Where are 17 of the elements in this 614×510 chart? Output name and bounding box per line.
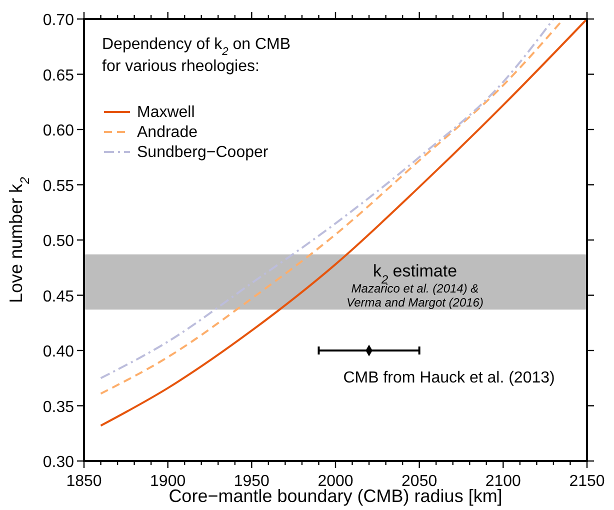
annotation: Verma and Margot (2016)	[346, 295, 484, 310]
y-tick-label: 0.30	[42, 454, 74, 471]
x-tick-label: 1850	[66, 473, 102, 490]
y-tick-label: 0.35	[42, 398, 74, 416]
y-tick-label: 0.50	[42, 233, 74, 250]
y-tick-label: 0.65	[42, 67, 74, 84]
y-tick-label: 0.70	[42, 12, 74, 29]
annotation: CMB from Hauck et al. (2013)	[343, 370, 555, 386]
y-tick-label: 0.60	[42, 122, 74, 140]
y-tick-label: 0.40	[42, 344, 74, 360]
y-tick-label: 0.45	[42, 288, 74, 306]
x-tick-label: 2150	[569, 473, 605, 490]
legend-label: Maxwell	[137, 104, 195, 121]
y-tick-label: 0.55	[42, 178, 74, 195]
legend-label: Andrade	[137, 124, 198, 141]
legend-title: Dependency of k$_{2}$ on CMB for various rheologies:	[102, 36, 291, 75]
legend-label: Sundberg−Cooper	[137, 144, 269, 161]
